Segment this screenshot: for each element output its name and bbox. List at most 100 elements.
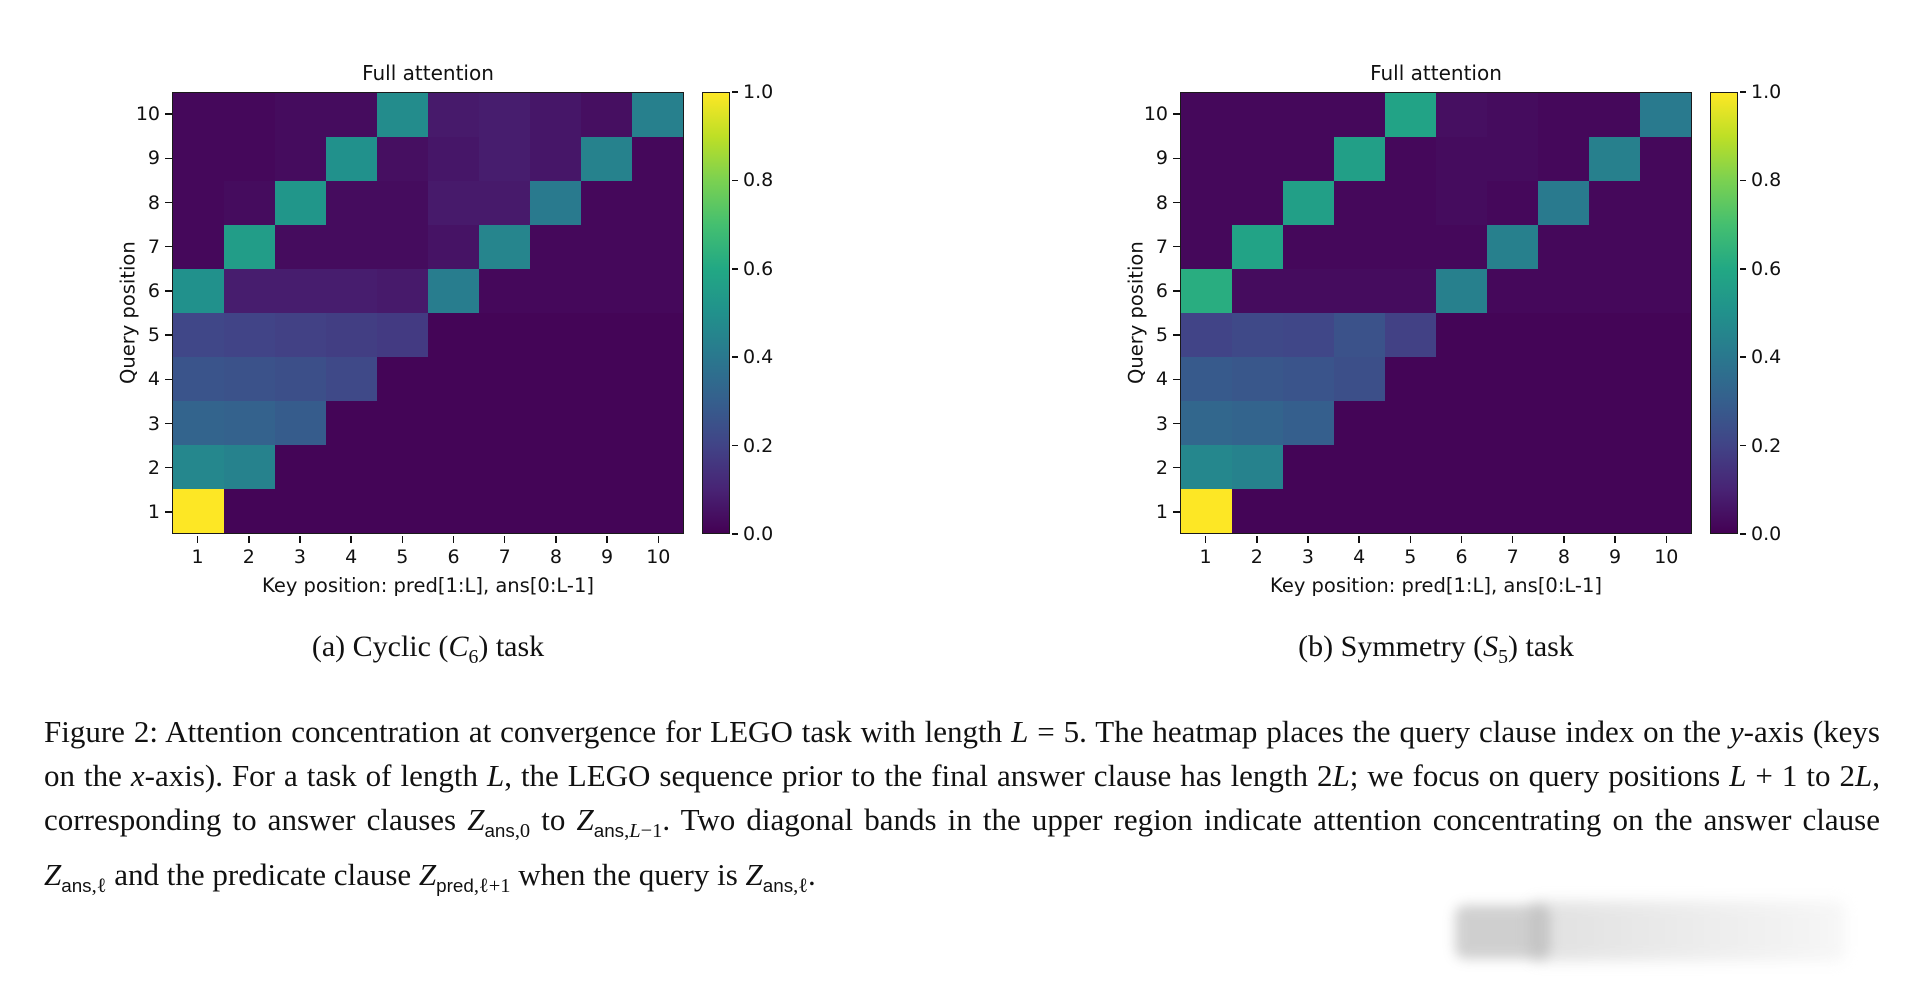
heatmap-cell: [479, 225, 530, 269]
heatmap-cell: [1283, 269, 1334, 313]
heatmap-cell: [530, 225, 581, 269]
colorbar-tick: 0.4: [732, 346, 773, 368]
heatmap-cell: [326, 93, 377, 137]
heatmap-cell: [1640, 401, 1691, 445]
y-tick: 5: [110, 313, 172, 357]
heatmap-cell: [173, 181, 224, 225]
heatmap-cell: [530, 137, 581, 181]
heatmap-cell: [224, 181, 275, 225]
y-tick: 2: [110, 446, 172, 490]
heatmap-cell: [1385, 137, 1436, 181]
heatmap-cell: [530, 357, 581, 401]
heatmap-cell: [632, 93, 683, 137]
heatmap-cell: [1181, 93, 1232, 137]
x-tick: 10: [1641, 536, 1692, 568]
heatmap-cell: [1487, 401, 1538, 445]
heatmap-cell: [632, 357, 683, 401]
heatmap-cell: [173, 137, 224, 181]
heatmap-cell: [224, 401, 275, 445]
colorbar-tick: 0.0: [732, 523, 773, 545]
x-axis-label: Key position: pred[1:L], ans[0:L-1]: [1270, 574, 1602, 597]
heatmap-cell: [1487, 357, 1538, 401]
heatmap-cell: [1589, 445, 1640, 489]
heatmap-cell: [275, 445, 326, 489]
heatmap-cell: [377, 401, 428, 445]
heatmap-cell: [1640, 181, 1691, 225]
heatmap-cell: [581, 401, 632, 445]
heatmap-cell: [224, 313, 275, 357]
heatmap-cell: [1334, 225, 1385, 269]
x-tick: 5: [377, 536, 428, 568]
heatmap-cell: [1436, 181, 1487, 225]
heatmap-cell: [377, 225, 428, 269]
heatmap-cell: [1232, 225, 1283, 269]
y-tick: 9: [110, 136, 172, 180]
heatmap-cell: [1640, 137, 1691, 181]
heatmap-cell: [1385, 445, 1436, 489]
heatmap-cell: [326, 269, 377, 313]
heatmap-cell: [1283, 137, 1334, 181]
heatmap-cell: [1640, 489, 1691, 533]
heatmap-cell: [1181, 181, 1232, 225]
heatmap-cell: [275, 357, 326, 401]
heatmap-cell: [1181, 357, 1232, 401]
x-tick: 9: [1590, 536, 1641, 568]
heatmap-cell: [275, 181, 326, 225]
heatmap-cell: [581, 445, 632, 489]
subfigure-caption: (a) Cyclic (C6) task: [311, 630, 545, 668]
heatmap-cell: [479, 489, 530, 533]
heatmap-cell: [479, 401, 530, 445]
subfigure-b: Full attention Query position 10 9 8 7 6 5 4 3 2…: [1118, 12, 1798, 682]
heatmap-cell: [1232, 313, 1283, 357]
heatmap-cell: [1589, 401, 1640, 445]
y-tick: 8: [1118, 180, 1180, 224]
heatmap-cell: [1487, 445, 1538, 489]
heatmap-cell: [1181, 401, 1232, 445]
y-axis-ticks: 10 9 8 7 6 5 4 3 2 1: [110, 92, 172, 534]
heatmap-cell: [581, 137, 632, 181]
heatmap-cell: [1232, 357, 1283, 401]
heatmap-cell: [173, 357, 224, 401]
heatmap-cell: [1538, 401, 1589, 445]
heatmap-cell: [1283, 313, 1334, 357]
heatmap-cell: [581, 269, 632, 313]
heatmap-cell: [326, 401, 377, 445]
heatmap-cell: [1487, 181, 1538, 225]
heatmap-cell: [530, 181, 581, 225]
colorbar: [702, 92, 730, 534]
heatmap-cell: [1640, 269, 1691, 313]
heatmap-cell: [275, 313, 326, 357]
heatmap-cell: [1640, 357, 1691, 401]
heatmap-cell: [1589, 489, 1640, 533]
heatmap-cell: [1232, 445, 1283, 489]
colorbar: [1710, 92, 1738, 534]
heatmap-cell: [428, 489, 479, 533]
y-tick: 8: [110, 180, 172, 224]
heatmap-cell: [224, 137, 275, 181]
heatmap-cell: [1487, 137, 1538, 181]
heatmap-cell: [632, 401, 683, 445]
heatmap-cell: [1181, 445, 1232, 489]
colorbar-tick: 0.8: [1740, 169, 1781, 191]
heatmap-cell: [1640, 313, 1691, 357]
heatmap-cell: [173, 93, 224, 137]
x-axis-ticks: 1 2 3 4 5 6 7 8 9 10: [1180, 536, 1692, 568]
colorbar-tick: 0.6: [732, 258, 773, 280]
y-tick: 3: [110, 401, 172, 445]
heatmap-cell: [326, 225, 377, 269]
colorbar-tick: 0.2: [732, 435, 773, 457]
heatmap-cell: [581, 357, 632, 401]
y-tick: 3: [1118, 401, 1180, 445]
heatmap-cell: [1334, 357, 1385, 401]
heatmap-cell: [377, 137, 428, 181]
heatmap-cell: [1640, 445, 1691, 489]
heatmap-cell: [173, 313, 224, 357]
heatmap-cell: [275, 225, 326, 269]
y-tick: 7: [1118, 225, 1180, 269]
y-tick: 6: [1118, 269, 1180, 313]
heatmap-cell: [1385, 225, 1436, 269]
y-tick: 5: [1118, 313, 1180, 357]
heatmap-cell: [1640, 225, 1691, 269]
heatmap-cell: [1232, 93, 1283, 137]
attention-heatmap: [1181, 93, 1691, 533]
